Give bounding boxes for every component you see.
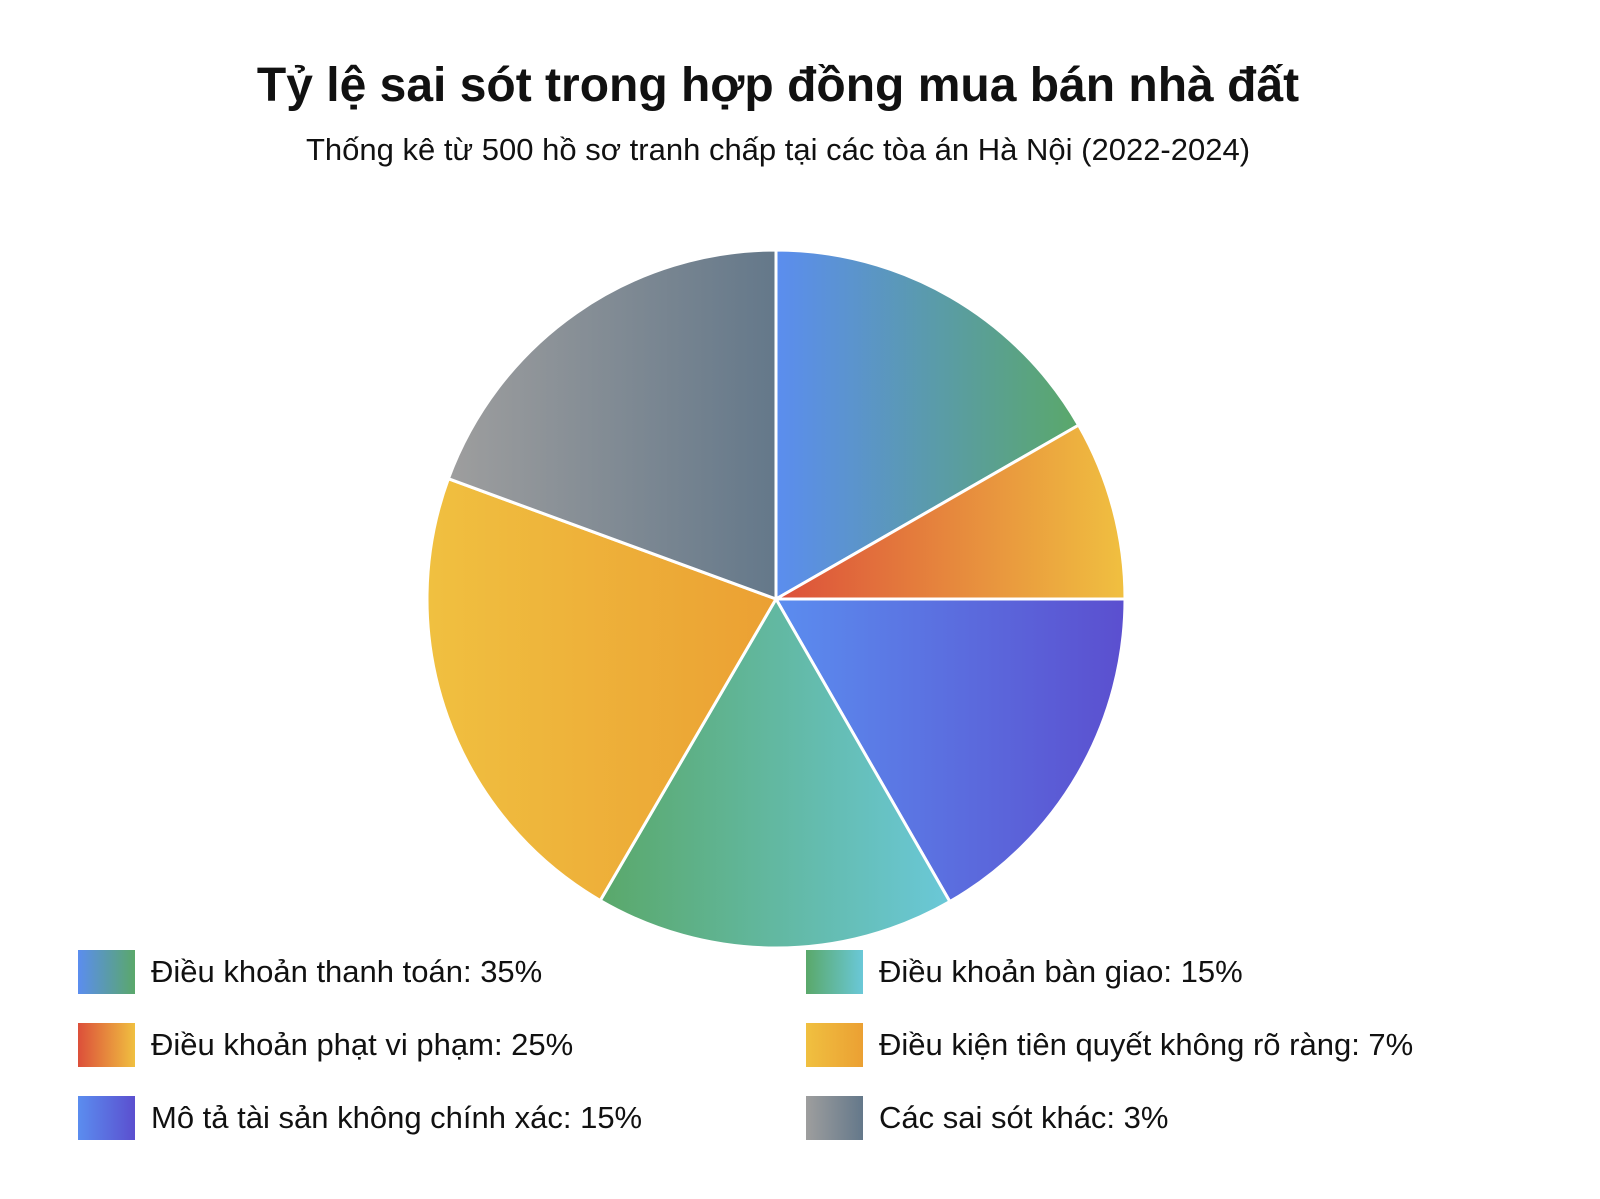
pie-slice-1	[774, 248, 1081, 602]
legend-swatch	[78, 1096, 135, 1140]
legend-item: Điều kiện tiên quyết không rõ ràng: 7%	[806, 1023, 1413, 1067]
legend-item: Điều khoản thanh toán: 35%	[78, 950, 542, 994]
pie-slice-6	[446, 248, 778, 602]
legend-item: Mô tả tài sản không chính xác: 15%	[78, 1096, 642, 1140]
legend-item: Điều khoản bàn giao: 15%	[806, 950, 1243, 994]
chart-title: Tỷ lệ sai sót trong hợp đồng mua bán nhà…	[256, 59, 1300, 112]
legend-label: Mô tả tài sản không chính xác: 15%	[151, 1100, 643, 1135]
chart-subtitle: Thống kê từ 500 hồ sơ tranh chấp tại các…	[305, 132, 1251, 167]
pie-slice-5	[425, 476, 779, 903]
legend-swatch	[806, 1023, 863, 1067]
legend-item: Điều khoản phạt vi phạm: 25%	[78, 1023, 573, 1067]
pie-chart	[425, 248, 1127, 950]
legend-label: Điều kiện tiên quyết không rõ ràng: 7%	[879, 1027, 1414, 1062]
legend-label: Điều khoản phạt vi phạm: 25%	[151, 1027, 574, 1062]
pie-slice-4	[598, 596, 952, 950]
pie-slice-3	[773, 597, 1127, 904]
legend-label: Các sai sót khác: 3%	[879, 1100, 1169, 1135]
legend-swatch	[78, 950, 135, 994]
legend-swatch	[806, 1096, 863, 1140]
legend-label: Điều khoản bàn giao: 15%	[879, 954, 1243, 989]
legend-label: Điều khoản thanh toán: 35%	[151, 954, 543, 989]
pie-slice-2	[770, 423, 1127, 601]
legend-item: Các sai sót khác: 3%	[806, 1096, 1168, 1140]
legend-swatch	[806, 950, 863, 994]
legend-swatch	[78, 1023, 135, 1067]
